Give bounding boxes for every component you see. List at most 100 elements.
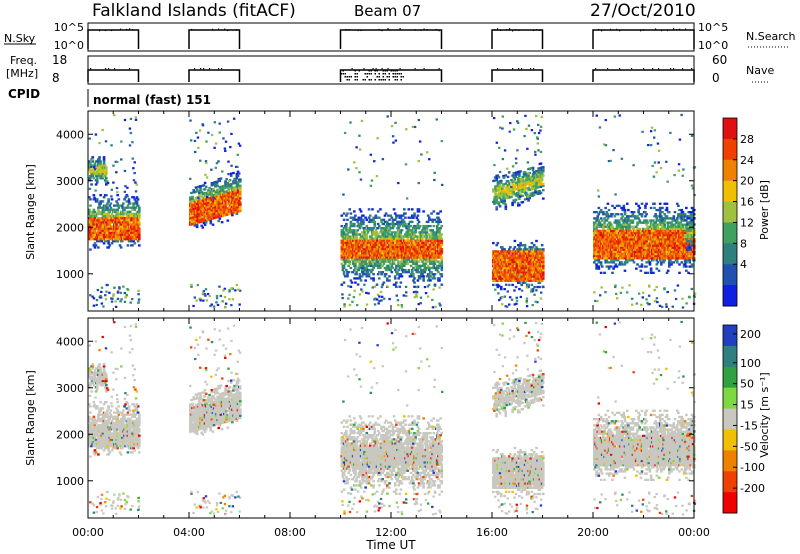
- power-cell: [358, 254, 362, 257]
- power-cell: [193, 224, 197, 227]
- power-cell: [515, 252, 519, 255]
- power-cell: [425, 229, 429, 232]
- power-cell: [432, 210, 436, 213]
- power-cell: [440, 258, 444, 261]
- power-cell: [520, 180, 524, 183]
- power-cell: [418, 277, 422, 280]
- power-cell: [613, 215, 617, 218]
- power-cell: [412, 237, 415, 240]
- nave-dot: [414, 68, 416, 70]
- power-cell: [440, 262, 444, 265]
- power-cell: [375, 250, 379, 253]
- power-cell: [607, 215, 611, 218]
- power-cell: [535, 169, 538, 173]
- power-cell: [202, 221, 206, 225]
- power-cell: [505, 258, 509, 261]
- power-cell: [521, 244, 525, 247]
- power-cell: [387, 239, 390, 242]
- power-cell: [352, 241, 356, 244]
- power-cell: [628, 223, 631, 226]
- power-cell: [611, 271, 614, 274]
- power-cell: [622, 206, 626, 210]
- power-cell: [437, 260, 440, 263]
- nave-dot: [194, 68, 196, 70]
- power-cell: [342, 218, 346, 221]
- power-cell: [360, 241, 364, 244]
- power-cell: [204, 206, 208, 209]
- power-cell: [94, 231, 98, 234]
- power-cell: [345, 222, 348, 226]
- power-cell: [613, 244, 617, 247]
- nave-dot: [631, 68, 633, 70]
- power-cell: [421, 233, 424, 236]
- power-cell: [529, 194, 533, 197]
- power-cell: [538, 285, 542, 289]
- power-cell: [512, 172, 516, 175]
- power-cell: [412, 275, 415, 278]
- power-cell: [532, 183, 536, 186]
- power-cell: [127, 200, 131, 203]
- power-cell: [97, 162, 100, 165]
- nave-dot: [340, 73, 342, 75]
- power-cell: [620, 206, 623, 210]
- power-cell: [374, 247, 378, 251]
- power-cell: [358, 208, 362, 211]
- nsearch-tick-low: 10^0: [698, 39, 728, 52]
- nave-dot: [354, 70, 356, 72]
- power-cell: [418, 266, 422, 270]
- nave-dot: [386, 70, 388, 72]
- power-cell: [99, 162, 102, 165]
- power-cell: [384, 268, 388, 272]
- power-cell: [217, 190, 221, 193]
- power-cell: [426, 220, 430, 224]
- power-cell: [126, 244, 130, 247]
- power-cell: [199, 185, 202, 188]
- power-cell: [352, 210, 356, 213]
- power-cell: [376, 233, 380, 236]
- power-cell: [393, 275, 397, 278]
- power-cell: [217, 201, 221, 204]
- power-cell: [120, 240, 124, 243]
- power-cell: [415, 254, 419, 257]
- power-cell: [611, 204, 614, 208]
- power-cell: [388, 218, 391, 221]
- power-cell: [194, 213, 198, 216]
- power-cell: [414, 268, 417, 272]
- nsky-dot: [655, 28, 657, 30]
- power-cell: [402, 270, 406, 274]
- power-cell: [209, 201, 213, 204]
- power-cell: [602, 213, 605, 216]
- nsky-dot: [661, 29, 663, 32]
- power-cell: [620, 217, 623, 220]
- power-cell: [421, 241, 424, 244]
- power-cell: [110, 242, 114, 245]
- power-cell: [390, 233, 394, 236]
- power-cell: [593, 223, 596, 226]
- power-cell: [360, 245, 364, 249]
- power-cell: [99, 170, 102, 174]
- power-cell: [496, 180, 500, 183]
- power-cell: [511, 201, 514, 205]
- power-cell: [365, 233, 369, 236]
- power-cell: [388, 275, 391, 278]
- power-cell: [430, 212, 433, 215]
- power-cell: [105, 166, 108, 169]
- power-cell: [503, 273, 506, 276]
- power-cell: [203, 196, 207, 199]
- power-cell: [438, 229, 441, 232]
- power-cell: [624, 225, 628, 228]
- power-cell: [377, 224, 381, 228]
- power-cell: [227, 208, 231, 211]
- power-cell: [225, 211, 228, 214]
- power-cell: [379, 231, 382, 234]
- power-cell: [407, 208, 411, 211]
- power-cell: [433, 247, 437, 251]
- power-cell: [440, 264, 444, 268]
- power-cell: [515, 258, 519, 261]
- power-cell: [388, 229, 391, 232]
- power-cell: [101, 208, 105, 211]
- power-cell: [196, 189, 200, 193]
- nave-dot: [221, 68, 223, 70]
- power-cell: [595, 267, 598, 270]
